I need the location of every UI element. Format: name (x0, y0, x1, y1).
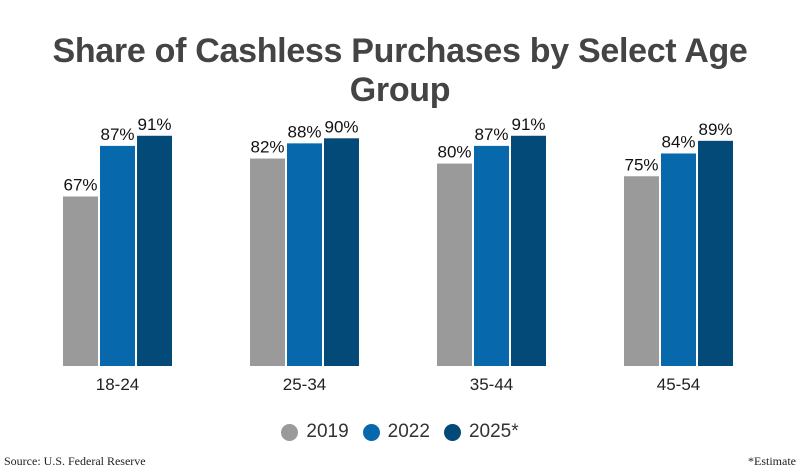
category-label: 35-44 (470, 375, 513, 394)
legend-label: 2019 (306, 421, 349, 442)
bar (100, 145, 135, 366)
bar (624, 176, 659, 366)
legend-label: 2025* (468, 421, 519, 442)
legend-item: 2025* (443, 421, 519, 443)
category-label: 25-34 (283, 375, 326, 394)
category-label: 18-24 (96, 375, 139, 394)
data-label: 80% (437, 143, 471, 162)
bar (661, 153, 696, 366)
data-label: 84% (661, 132, 695, 151)
legend-swatch (281, 423, 299, 441)
data-label: 91% (137, 115, 171, 134)
legend-item: 2019 (281, 421, 349, 443)
data-label: 90% (324, 117, 358, 136)
data-label: 87% (100, 125, 134, 144)
bar (511, 135, 546, 366)
legend-label: 2022 (387, 421, 430, 442)
chart-title: Share of Cashless Purchases by Select Ag… (52, 32, 748, 109)
bar (250, 158, 285, 366)
bar (324, 138, 359, 366)
legend: 2019 2022 2025* (0, 421, 800, 443)
data-label: 91% (511, 115, 545, 134)
bar (63, 196, 98, 366)
data-label: 75% (624, 155, 658, 174)
legend-swatch (362, 423, 380, 441)
bar (474, 145, 509, 366)
data-label: 82% (250, 138, 284, 157)
data-label: 89% (698, 120, 732, 139)
category-label: 45-54 (657, 375, 700, 394)
estimate-note: *Estimate (748, 454, 796, 468)
data-label: 67% (63, 175, 97, 194)
bar (698, 140, 733, 366)
bar (287, 143, 322, 366)
bar (137, 135, 172, 366)
data-label: 87% (474, 125, 508, 144)
source-note: Source: U.S. Federal Reserve (4, 454, 146, 468)
legend-item: 2022 (362, 421, 430, 443)
data-label: 88% (287, 122, 321, 141)
legend-swatch (443, 423, 461, 441)
bar (437, 163, 472, 366)
